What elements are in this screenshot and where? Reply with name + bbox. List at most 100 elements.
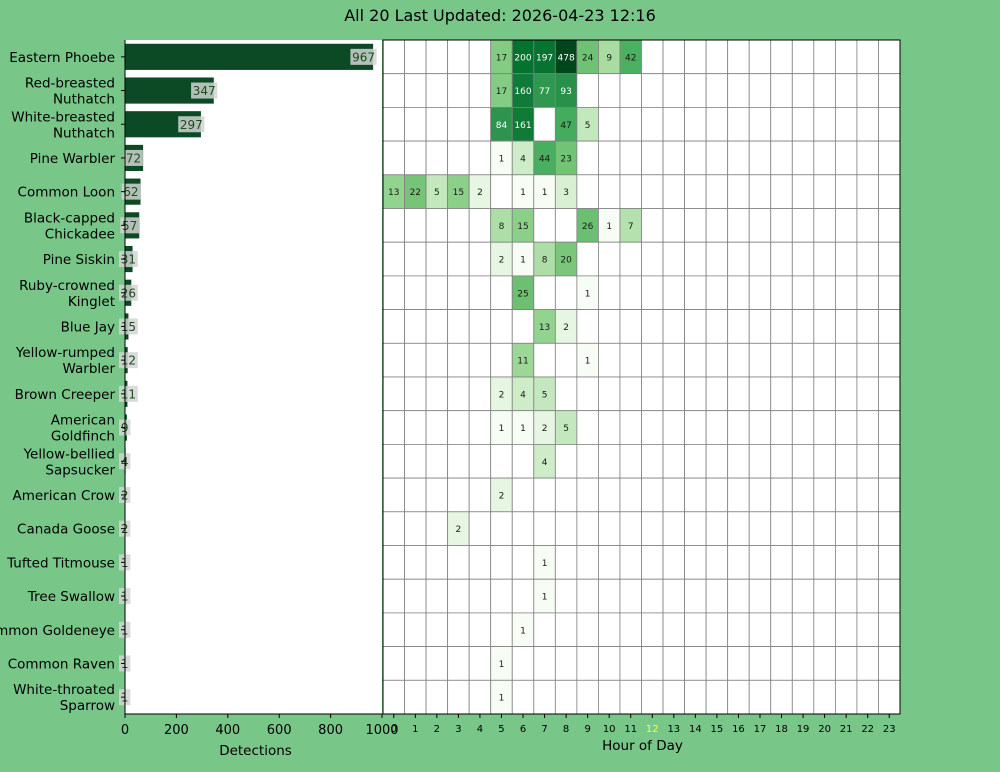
heatmap-cell: [533, 477, 556, 513]
heatmap-cell-value: 26: [582, 222, 594, 232]
category-label-line: Goldfinch: [51, 429, 115, 445]
heatmap-cell: [727, 73, 750, 108]
heatmap-cell: [813, 511, 836, 546]
heatmap-cell: [748, 73, 772, 108]
heatmap-cell: [813, 679, 836, 715]
category-label-line: Sapsucker: [45, 462, 115, 478]
heatmap-cell: [856, 309, 879, 344]
heatmap-cell: [748, 511, 772, 546]
heatmap-cell: [598, 140, 621, 176]
heatmap-cell: [468, 679, 492, 715]
heatmap-cell: [834, 107, 858, 142]
value-label: 297: [180, 118, 203, 132]
heatmap-cell: [598, 612, 621, 648]
heatmap-cell: [425, 107, 449, 142]
heatmap-cell: [791, 511, 815, 546]
heatmap-cell: [404, 410, 427, 445]
heatmap-cell: [770, 275, 793, 310]
heatmap-cell: [468, 39, 492, 75]
heatmap-cell: [404, 275, 427, 310]
heatmap-cell: [878, 443, 901, 479]
heatmap-cell: [878, 612, 901, 648]
heatmap-cell: [468, 140, 492, 176]
heatmap-cell: [404, 107, 427, 142]
heatmap-cell: [727, 39, 750, 75]
heatmap-cell-value: 1: [499, 154, 505, 164]
heatmap-cell: [748, 646, 772, 681]
heatmap-cell: [641, 73, 664, 108]
value-label: 62: [123, 185, 138, 199]
category-label: Black-capped Chickadee: [24, 210, 115, 242]
category-label: Pine Warbler: [30, 151, 116, 167]
heatmap-cell: [748, 342, 772, 378]
heatmap-cell-value: 9: [606, 53, 612, 63]
heatmap-cell: [705, 140, 729, 176]
heatmap-cell: [490, 309, 513, 344]
heatmap-cell: [576, 511, 599, 546]
heatmap-cell: [662, 511, 685, 546]
heatmap-cell-value: 47: [560, 121, 571, 131]
heatmap-cell-value: 1: [606, 222, 612, 232]
heatmap-cell: [791, 342, 815, 378]
heatmap-cell-value: 4: [542, 458, 548, 468]
heatmap-cell: [554, 477, 578, 513]
x-tick-label: 800: [318, 723, 343, 738]
heatmap-cell: [770, 443, 793, 479]
heatmap-cell: [770, 679, 793, 715]
heatmap-cell: [684, 241, 707, 277]
heatmap-cell-value: 5: [563, 424, 569, 434]
heatmap-cell: [878, 545, 901, 580]
heatmap-cell: [404, 208, 427, 243]
heatmap-cell: [641, 578, 664, 614]
heatmap-cell: [834, 443, 858, 479]
heatmap-cell: [554, 443, 578, 479]
heatmap-cell: [511, 545, 535, 580]
heatmap-cell: [382, 443, 405, 479]
heatmap-cell: [598, 410, 621, 445]
heatmap-cell: [770, 107, 793, 142]
heatmap-cell: [468, 376, 492, 412]
heatmap-cell: [447, 342, 470, 378]
heatmap-cell-value: 197: [536, 53, 553, 63]
heatmap-cell: [554, 612, 578, 648]
heatmap-cell-value: 44: [539, 154, 551, 164]
heatmap-cell: [447, 679, 470, 715]
hour-tick-label: 9: [584, 724, 590, 735]
heatmap-cell: [770, 39, 793, 75]
category-label-line: Pine Warbler: [30, 151, 116, 167]
heatmap-cell: [813, 646, 836, 681]
heatmap-cell: [490, 545, 513, 580]
heatmap-cell: [834, 208, 858, 243]
heatmap-cell: [619, 410, 642, 445]
heatmap-cell: [834, 545, 858, 580]
heatmap-cell: [425, 73, 449, 108]
heatmap-cell: [748, 545, 772, 580]
heatmap-cell: [684, 511, 707, 546]
heatmap-cell: [705, 208, 729, 243]
category-label-line: Yellow-bellied: [23, 446, 115, 462]
heatmap-cell: [468, 578, 492, 614]
category-label-line: Yellow-rumped: [15, 345, 115, 361]
heatmap-cell: [791, 477, 815, 513]
heatmap-cell: [705, 241, 729, 277]
heatmap-cell: [684, 578, 707, 614]
heatmap-cell: [770, 309, 793, 344]
chart-title: All 20 Last Updated: 2026-04-23 12:16: [344, 6, 656, 25]
heatmap-cell: [576, 309, 599, 344]
heatmap-cell: [834, 309, 858, 344]
heatmap-cell: [856, 241, 879, 277]
value-label-box: [191, 82, 218, 99]
heatmap-cell: [404, 578, 427, 614]
heatmap-cell: [813, 309, 836, 344]
heatmap-cell: [554, 646, 578, 681]
hour-tick-label: 1: [412, 724, 418, 735]
heatmap-cell: [576, 612, 599, 648]
heatmap-cell: [748, 477, 772, 513]
heatmap-cell-value: 1: [520, 424, 526, 434]
heatmap-cell: [447, 140, 470, 176]
heatmap-cell: [425, 578, 449, 614]
heatmap-cell: [727, 612, 750, 648]
heatmap-cell: [791, 410, 815, 445]
heatmap-cell: [382, 73, 405, 108]
